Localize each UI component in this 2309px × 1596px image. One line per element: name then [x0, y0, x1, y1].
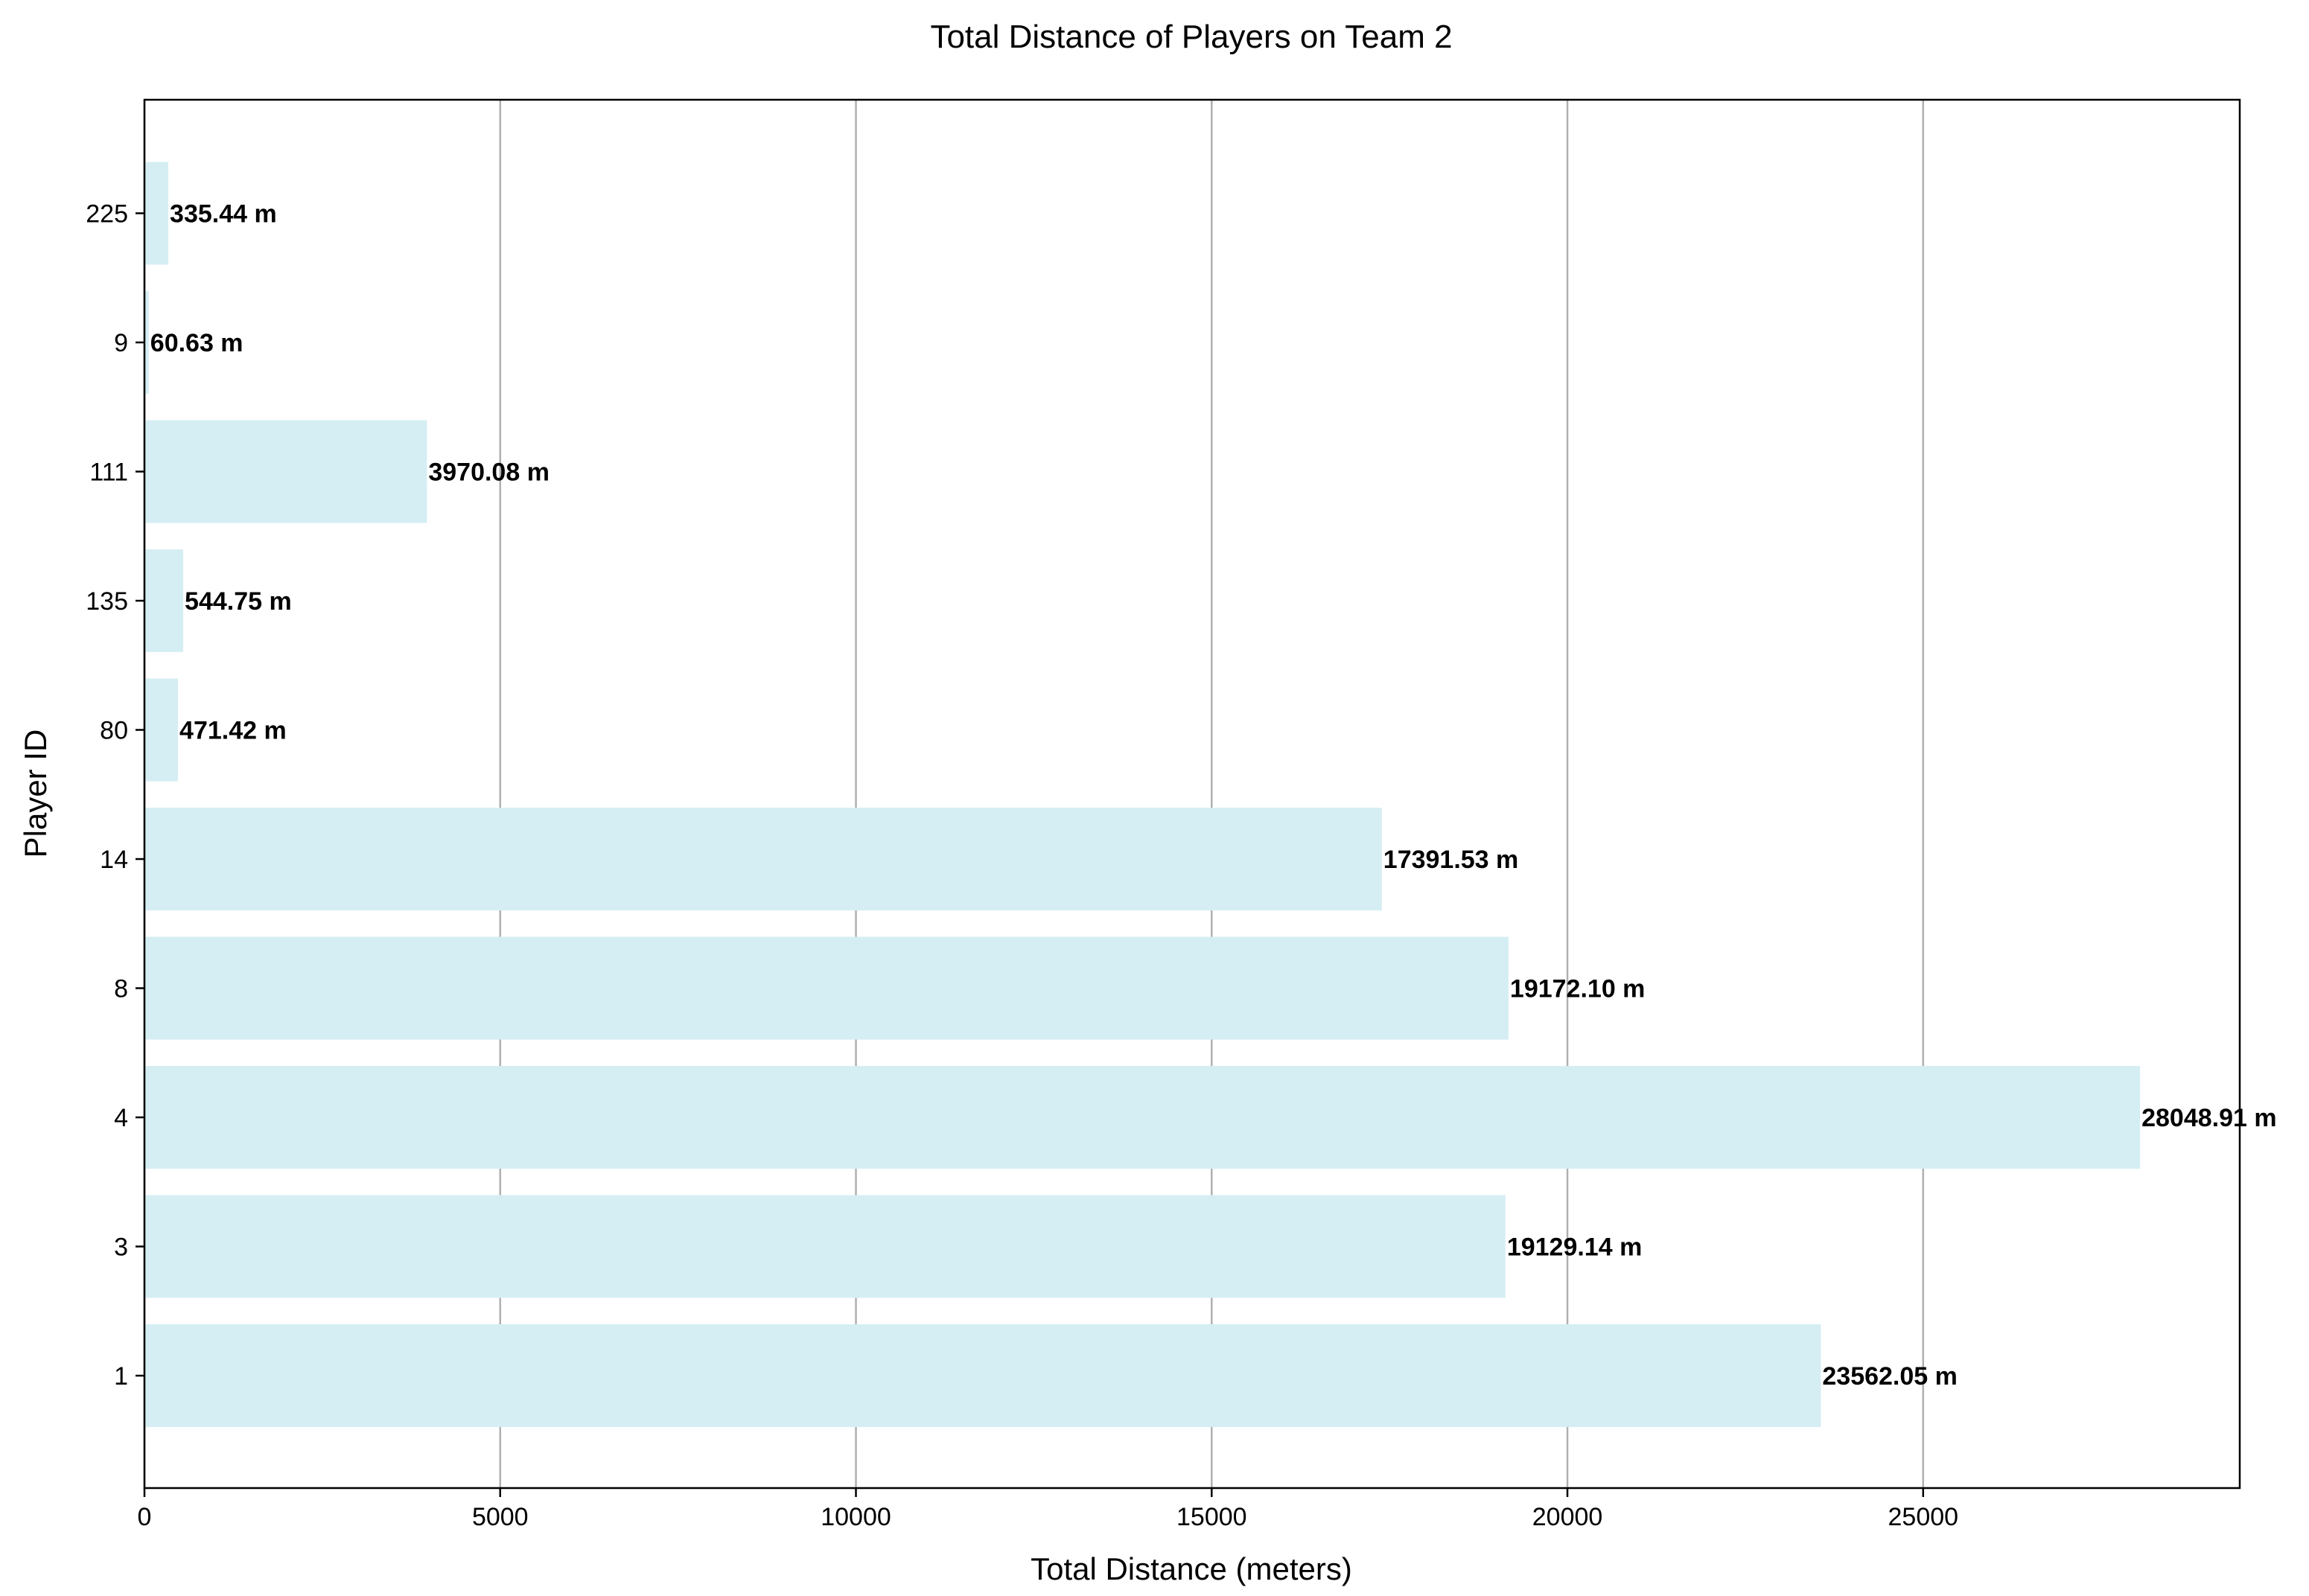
y-tick-label: 4: [114, 1104, 128, 1132]
bar-player-9: [144, 291, 149, 394]
x-axis-label: Total Distance (meters): [1031, 1551, 1352, 1586]
x-tick-label: 0: [138, 1503, 152, 1531]
value-label-player-9: 60.63 m: [150, 329, 243, 357]
y-axis-label: Player ID: [18, 730, 53, 858]
y-tick-label: 80: [100, 717, 128, 745]
value-label-player-135: 544.75 m: [185, 587, 292, 616]
bar-player-1: [144, 1324, 1821, 1427]
x-tick-label: 5000: [472, 1503, 529, 1531]
y-tick-label: 9: [114, 329, 128, 357]
y-tick-label: 3: [114, 1233, 128, 1262]
value-label-player-14: 17391.53 m: [1383, 846, 1519, 874]
bars: [144, 162, 2141, 1427]
bar-player-80: [144, 678, 179, 782]
x-tick-label: 15000: [1176, 1503, 1247, 1531]
x-tick-label: 20000: [1532, 1503, 1603, 1531]
x-axis-ticks: 0 5000 10000 15000 20000 25000: [138, 1488, 1959, 1531]
value-label-player-225: 335.44 m: [170, 200, 277, 229]
value-label-player-3: 19129.14 m: [1507, 1233, 1643, 1262]
value-label-player-4: 28048.91 m: [2141, 1104, 2277, 1132]
y-tick-label: 135: [86, 587, 128, 616]
y-axis-ticks: 1 3 4 8 14 80 135 111 9 225: [86, 200, 144, 1391]
value-label-player-1: 23562.05 m: [1822, 1362, 1958, 1391]
value-label-player-8: 19172.10 m: [1510, 975, 1645, 1003]
bar-player-3: [144, 1195, 1506, 1298]
y-tick-label: 14: [100, 846, 128, 874]
y-tick-label: 8: [114, 975, 128, 1003]
y-tick-label: 225: [86, 200, 128, 229]
bar-player-111: [144, 420, 427, 523]
bar-player-8: [144, 936, 1509, 1040]
plot-frame: [143, 98, 2241, 1490]
chart-title: Total Distance of Players on Team 2: [930, 19, 1452, 55]
y-tick-label: 1: [114, 1362, 128, 1391]
bar-player-135: [144, 549, 184, 652]
value-label-player-80: 471.42 m: [179, 717, 287, 745]
value-labels: 23562.05 m 19129.14 m 28048.91 m 19172.10 m…: [150, 200, 2277, 1391]
value-label-player-111: 3970.08 m: [428, 459, 550, 487]
x-tick-label: 10000: [821, 1503, 891, 1531]
bar-player-4: [144, 1066, 2141, 1169]
bar-player-225: [144, 162, 169, 265]
y-tick-label: 111: [89, 459, 128, 487]
bar-player-14: [144, 808, 1382, 910]
x-tick-label: 25000: [1888, 1503, 1959, 1531]
